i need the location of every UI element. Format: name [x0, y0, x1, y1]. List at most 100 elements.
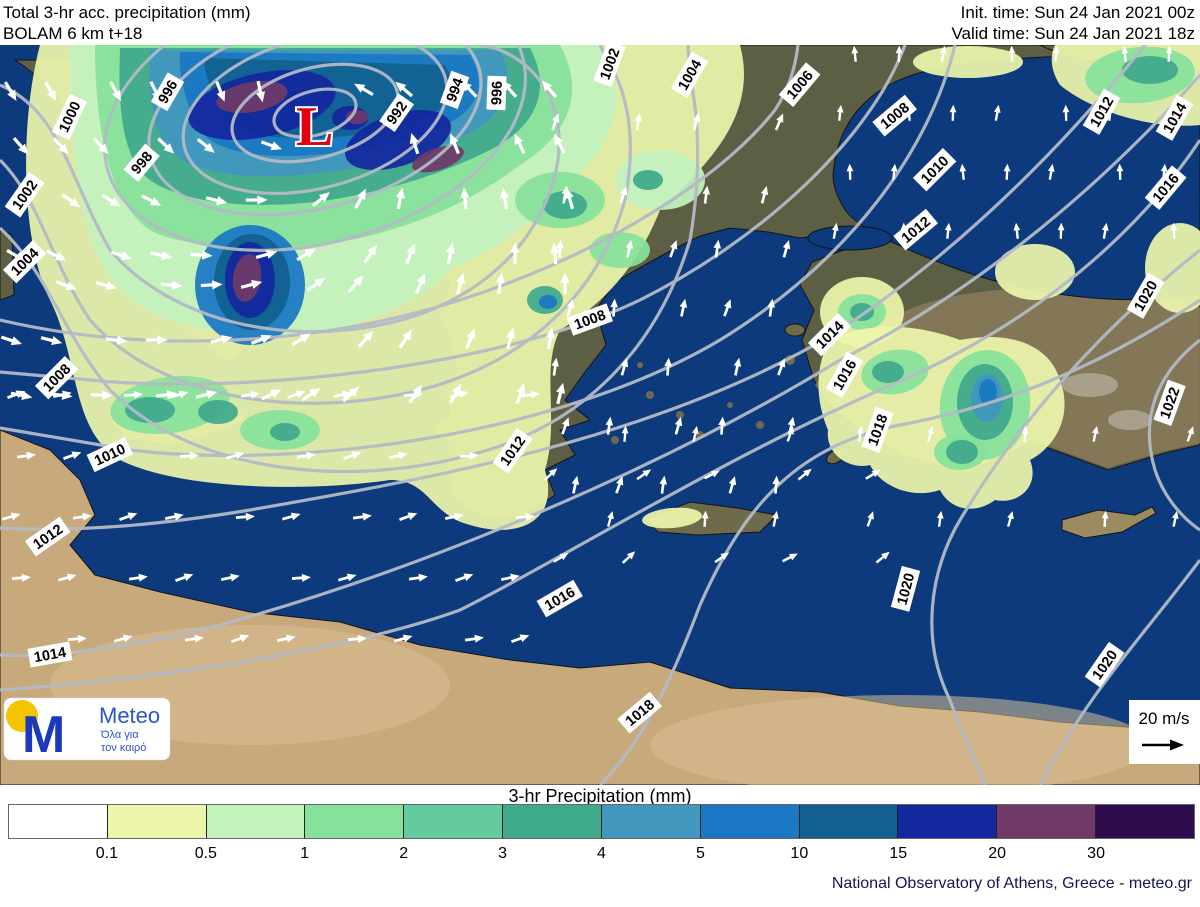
wind-arrow-icon: [520, 390, 540, 399]
sun-icon: [6, 700, 38, 732]
wind-scale-label: 20 m/s: [1138, 709, 1189, 728]
colorbar-segment: [997, 805, 1097, 838]
wind-arrow-icon: [52, 137, 69, 155]
colorbar-segment: [206, 805, 306, 838]
svg-text:1014: 1014: [33, 645, 68, 666]
wind-arrow-icon: [464, 634, 484, 643]
wind-arrow-icon: [398, 329, 412, 349]
colorbar-tick: 4: [597, 845, 606, 862]
wind-arrow-icon: [444, 512, 464, 521]
wind-arrow-icon: [311, 192, 330, 207]
wind-arrow-icon: [851, 45, 859, 62]
wind-arrow-icon: [459, 451, 479, 460]
wind-arrow-icon: [101, 193, 121, 207]
wind-arrow-icon: [621, 551, 636, 564]
wind-arrow-icon: [0, 335, 23, 346]
wind-arrow-icon: [261, 389, 282, 401]
wind-scale-box: 20 m/s: [1129, 700, 1200, 764]
wind-arrow-icon: [52, 390, 72, 399]
wind-arrow-icon: [11, 573, 31, 582]
wind-arrow-icon: [515, 512, 535, 521]
wind-arrow-icon: [1101, 222, 1109, 239]
isobar-lines: [0, 0, 1200, 787]
wind-arrow-icon: [545, 327, 555, 350]
wind-scale-arrow-icon: [1142, 739, 1184, 751]
wind-arrow-icon: [296, 248, 316, 262]
wind-arrow-icon: [1006, 511, 1014, 527]
wind-arrow-icon: [343, 451, 362, 461]
wind-arrow-icon: [255, 80, 265, 103]
land-cyprus: [1061, 506, 1157, 539]
wind-arrow-icon: [543, 468, 558, 481]
wind-arrow-icon: [291, 333, 311, 347]
wind-arrow-icon: [72, 512, 92, 521]
cloud-texture: [1062, 373, 1152, 430]
wind-arrow-icon: [12, 137, 29, 155]
colorbar-tick: 0.1: [95, 845, 119, 862]
colorbar-segment: [601, 805, 701, 838]
colorbar-tick: 0.5: [194, 845, 217, 862]
low-pressure-marker: L: [296, 96, 333, 158]
wind-arrow-icon: [342, 386, 360, 403]
wind-arrow-icon: [449, 390, 469, 399]
wind-arrow-icon: [357, 330, 374, 348]
wind-arrow-icon: [514, 133, 526, 154]
colorbar-tick: 1: [300, 845, 310, 862]
wind-arrow-icon: [196, 137, 215, 153]
wind-arrow-icon: [767, 298, 776, 317]
wind-arrow-icon: [797, 468, 812, 481]
sea-marmara: [807, 225, 893, 251]
wind-arrow-icon: [551, 113, 560, 131]
wind-arrow-icon: [250, 334, 272, 345]
wind-arrow-icon: [1165, 45, 1173, 62]
wind-arrow-icon: [363, 244, 378, 264]
wind-arrow-icon: [105, 335, 128, 345]
colorbar-tick: 20: [988, 845, 1007, 862]
wind-arrow-icon: [561, 185, 570, 204]
wind-arrow-icon: [723, 299, 732, 317]
wind-arrow-icon: [772, 475, 780, 494]
wind-arrow-icon: [210, 335, 233, 345]
wind-arrow-icon: [67, 634, 87, 643]
wind-arrow-icon: [926, 426, 934, 442]
wind-arrow-icon: [95, 280, 118, 291]
wind-arrow-icon: [714, 552, 730, 564]
isobar-label: 1020: [890, 565, 921, 612]
wind-arrow-icon: [155, 390, 178, 400]
wind-arrow-icon: [728, 475, 737, 494]
wind-arrow-icon: [1008, 45, 1016, 62]
colorbar-segment: [898, 805, 998, 838]
wind-arrow-icon: [205, 196, 228, 206]
logo-monogram: M: [22, 706, 65, 764]
wind-arrow-icon: [281, 512, 301, 521]
wind-arrow-icon: [245, 195, 268, 205]
wind-arrow-icon: [939, 45, 947, 62]
colorbar-segment: [404, 805, 504, 838]
colorbar-segment: [1096, 805, 1194, 838]
wind-arrow-icon: [704, 470, 720, 480]
isobar-label: 996: [150, 72, 185, 112]
wind-arrow-icon: [495, 272, 505, 295]
colorbar: [8, 804, 1195, 839]
wind-arrow-icon: [619, 186, 628, 204]
wind-arrow-icon: [1116, 163, 1124, 180]
wind-arrow-icon: [40, 336, 63, 346]
wind-arrow-icon: [190, 250, 213, 260]
attribution: National Observatory of Athens, Greece -…: [831, 875, 1192, 892]
wind-arrow-icon: [1170, 222, 1178, 239]
map-area: 992 994 996 996 998 1000 1002 1002 1004 1004 1006 1…: [0, 0, 1200, 795]
wind-arrow-icon: [760, 185, 769, 204]
colorbar-segment: [799, 805, 899, 838]
wind-arrow-icon: [240, 279, 263, 289]
wind-arrow-icon: [465, 328, 476, 350]
wind-arrow-icon: [110, 250, 132, 261]
wind-arrow-icon: [337, 573, 357, 582]
wind-arrow-icon: [184, 634, 204, 643]
wind-arrow-icon: [1092, 425, 1099, 442]
wind-arrow-icon: [866, 511, 874, 527]
wind-arrow-icon: [287, 390, 306, 400]
wind-arrow-icon: [621, 425, 629, 442]
wind-arrow-icon: [856, 425, 864, 442]
wind-arrow-icon: [113, 634, 133, 643]
